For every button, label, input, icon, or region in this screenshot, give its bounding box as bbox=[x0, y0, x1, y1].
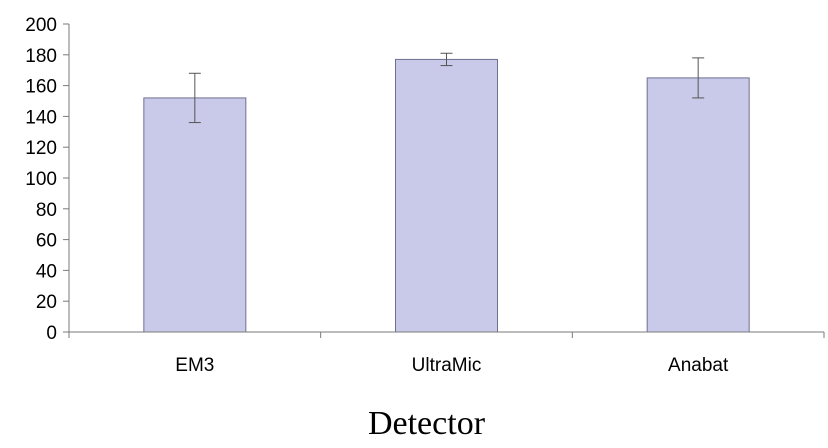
y-tick-label: 60 bbox=[36, 231, 57, 252]
bar-anabat bbox=[646, 77, 750, 333]
error-bar-anabat bbox=[692, 57, 705, 99]
bar-ultramic bbox=[395, 58, 498, 333]
y-tick-label: 180 bbox=[25, 46, 57, 67]
x-category-label: UltraMic bbox=[412, 355, 482, 376]
bar-em3 bbox=[143, 97, 247, 333]
y-tick-label: 140 bbox=[25, 107, 57, 128]
y-tick-label: 160 bbox=[25, 77, 57, 98]
x-category-label: EM3 bbox=[175, 355, 214, 376]
bars bbox=[143, 58, 750, 333]
y-tick-label: 120 bbox=[25, 138, 57, 159]
y-tick-label: 200 bbox=[25, 15, 57, 36]
y-tick-label: 80 bbox=[36, 200, 57, 221]
x-axis-ticks: EM3 UltraMic Anabat bbox=[68, 332, 825, 376]
y-tick-label: 40 bbox=[36, 261, 57, 282]
error-bars bbox=[188, 52, 705, 124]
y-tick-label: 0 bbox=[46, 323, 57, 344]
y-tick-label: 20 bbox=[36, 292, 57, 313]
y-tick-label: 100 bbox=[25, 169, 57, 190]
x-category-label: Anabat bbox=[668, 355, 729, 376]
error-bar-em3 bbox=[188, 72, 201, 124]
x-axis-title: Detector bbox=[368, 405, 486, 442]
error-bar-ultramic bbox=[440, 52, 453, 67]
y-axis-ticks: 0 20 40 60 80 100 120 140 160 180 200 bbox=[25, 15, 69, 344]
